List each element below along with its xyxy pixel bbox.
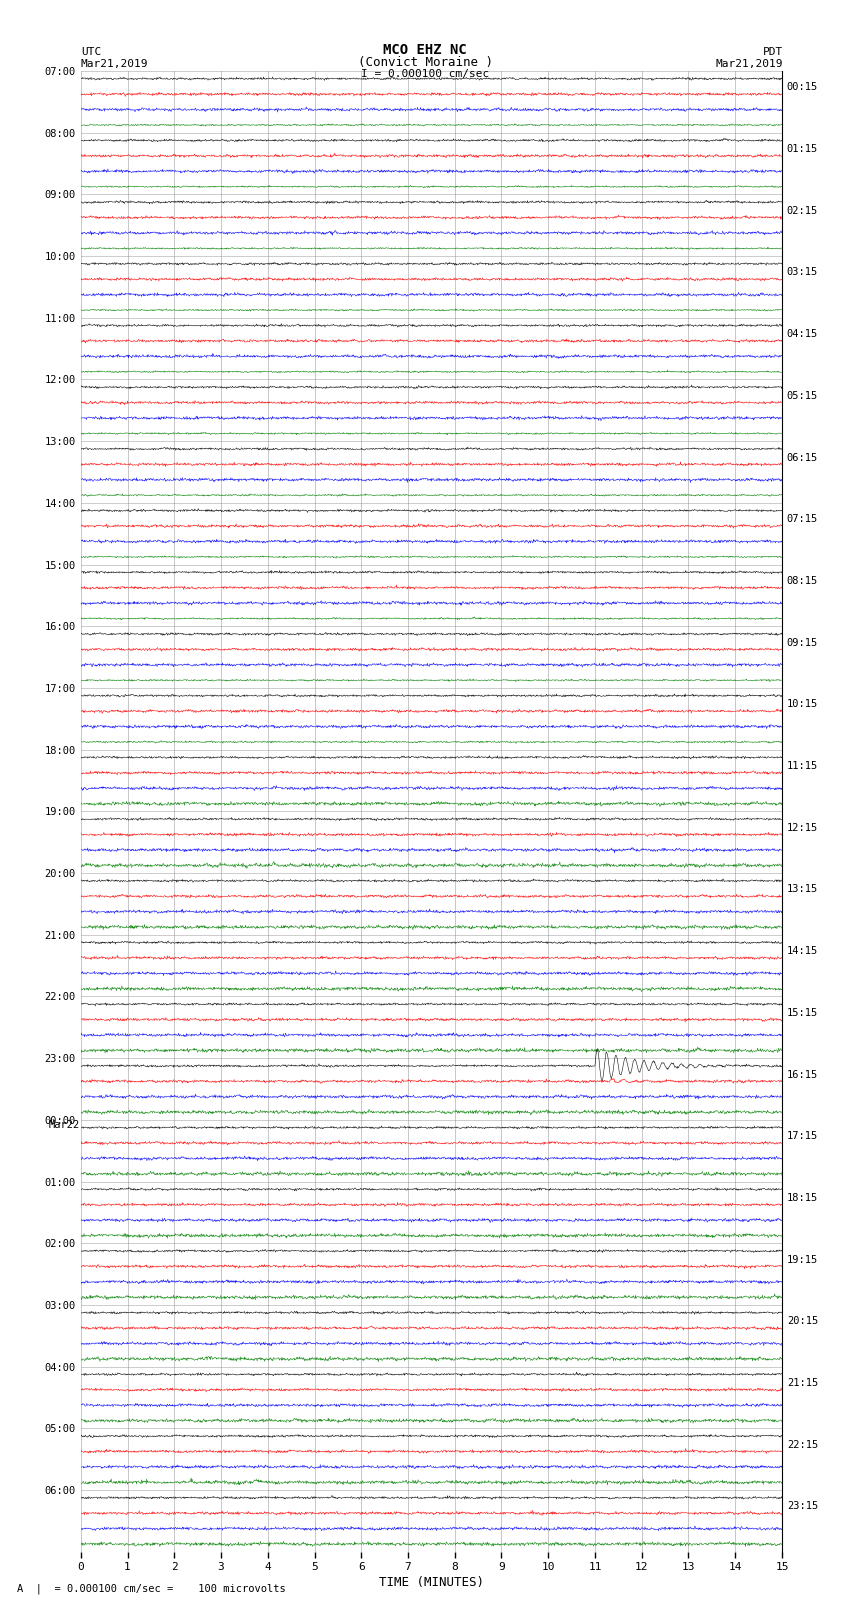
Text: A  |  = 0.000100 cm/sec =    100 microvolts: A | = 0.000100 cm/sec = 100 microvolts: [17, 1582, 286, 1594]
Text: Mar21,2019: Mar21,2019: [81, 58, 148, 69]
Text: UTC: UTC: [81, 47, 101, 58]
Text: (Convict Moraine ): (Convict Moraine ): [358, 55, 492, 69]
Text: Mar22: Mar22: [48, 1119, 80, 1129]
Text: I = 0.000100 cm/sec: I = 0.000100 cm/sec: [361, 69, 489, 79]
Text: PDT: PDT: [762, 47, 783, 58]
Text: Mar21,2019: Mar21,2019: [716, 58, 783, 69]
Text: MCO EHZ NC: MCO EHZ NC: [383, 44, 467, 58]
X-axis label: TIME (MINUTES): TIME (MINUTES): [379, 1576, 484, 1589]
